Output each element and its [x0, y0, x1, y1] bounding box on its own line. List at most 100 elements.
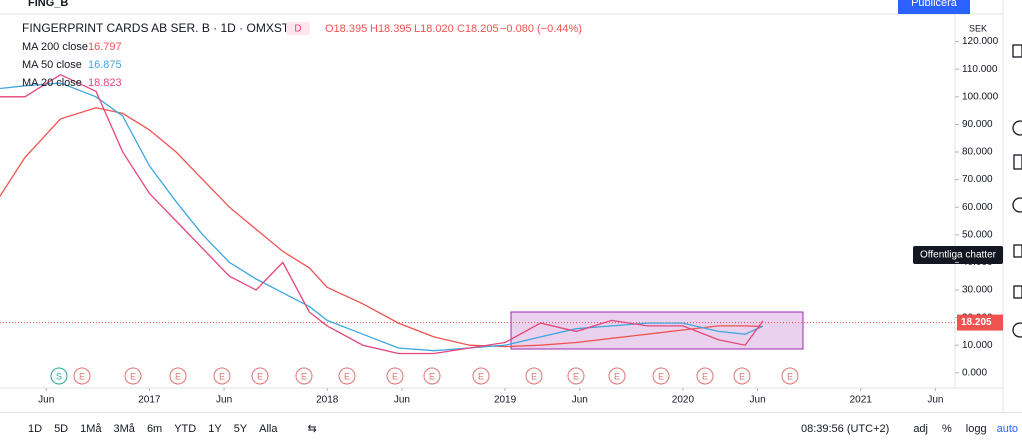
log[interactable]: logg	[965, 422, 987, 435]
x-tick-label: 2020	[672, 395, 695, 406]
x-tick-label: 2021	[850, 395, 873, 406]
earnings-label: E	[392, 371, 398, 381]
earnings-marker[interactable]	[696, 367, 714, 385]
adj[interactable]: adj	[913, 422, 928, 435]
earnings-label: E	[257, 371, 263, 381]
legend-name: MA 50 close	[22, 59, 82, 71]
earnings-marker[interactable]	[251, 367, 269, 385]
legend-name: MA 20 close	[22, 77, 82, 89]
tool-icon[interactable]	[1012, 44, 1022, 58]
earnings-marker[interactable]	[295, 367, 313, 385]
earnings-marker[interactable]	[525, 367, 543, 385]
earnings-label: E	[573, 371, 579, 381]
earnings-marker[interactable]	[733, 367, 751, 385]
earnings-marker[interactable]	[338, 367, 356, 385]
auto[interactable]: auto	[996, 422, 1018, 435]
earnings-marker[interactable]	[169, 367, 187, 385]
split-label: S	[56, 371, 62, 381]
earnings-marker[interactable]	[124, 367, 142, 385]
tool-icon[interactable]	[1012, 120, 1022, 136]
side-toolbar	[1012, 44, 1022, 338]
x-tick-label: 2018	[316, 395, 339, 406]
badge	[286, 22, 310, 35]
bottom-bar: 1D 5D 1Må 3Må 6m YTD 1Y 5Y Alla ⇆ 08:39:56 (UTC+…	[0, 412, 1022, 444]
earnings-label: E	[130, 371, 136, 381]
earnings-marker[interactable]	[472, 367, 490, 385]
range-button[interactable]: 6m	[146, 422, 163, 435]
range-buttons: 1D 5D 1Må 3Må 6m YTD 1Y 5Y Alla	[0, 423, 278, 435]
range-button[interactable]: 3Må	[113, 422, 135, 435]
x-tick-label: Jun	[216, 395, 232, 406]
symbol[interactable]: FING_B	[28, 0, 68, 9]
earnings-label: E	[344, 371, 350, 381]
earnings-marker[interactable]	[386, 367, 404, 385]
tool-icon[interactable]	[1013, 285, 1022, 299]
legend-name: MA 200 close	[22, 41, 88, 53]
y-tick-label: 110.000	[962, 64, 998, 75]
range-button[interactable]: 1D	[28, 422, 43, 435]
earnings-label: E	[739, 371, 745, 381]
chart-title: FINGERPRINT CARDS AB SER. B · 1D · OMXST…	[22, 21, 298, 35]
badge-label: D	[294, 24, 301, 35]
x-tick-label: 2019	[494, 395, 517, 406]
earnings-marker[interactable]	[213, 367, 231, 385]
earnings-label: E	[702, 371, 708, 381]
earnings-label: E	[175, 371, 181, 381]
tooltip	[913, 246, 1003, 264]
tooltip-label: Offentliga chatter	[920, 250, 997, 261]
ma-line	[0, 107, 763, 348]
y-tick-label: 60.000	[962, 202, 993, 213]
earnings-marker[interactable]	[781, 367, 799, 385]
earnings-label: E	[787, 371, 793, 381]
earnings-label: E	[219, 371, 225, 381]
range-button[interactable]: 1Må	[80, 422, 102, 435]
range-button[interactable]: Alla	[259, 422, 278, 435]
publish-button[interactable]	[898, 0, 970, 14]
earnings-label: E	[79, 371, 85, 381]
top-bar	[0, 0, 1022, 14]
earnings-marker[interactable]	[567, 367, 585, 385]
tool-icon[interactable]	[1013, 244, 1022, 258]
range-button[interactable]: 1Y	[208, 422, 222, 435]
earnings-label: E	[429, 371, 435, 381]
y-tick-label: 80.000	[962, 147, 993, 158]
tool-icon[interactable]	[1012, 322, 1022, 338]
y-tick-label: 120.000	[962, 36, 999, 47]
x-tick-label: 2017	[138, 395, 161, 406]
rectangle-drawing[interactable]	[510, 311, 804, 350]
legend-value: 18.823	[88, 77, 122, 89]
earnings-label: E	[478, 371, 484, 381]
compare-icon[interactable]: ⇆	[307, 423, 317, 435]
x-tick-label: Jun	[572, 395, 588, 406]
legend-value: 16.797	[88, 41, 122, 53]
y-tick-label: 70.000	[962, 174, 993, 185]
earnings-label: E	[614, 371, 620, 381]
x-tick-label: Jun	[38, 395, 54, 406]
earnings-marker[interactable]	[652, 367, 670, 385]
clock: 08:39:56 (UTC+2)	[800, 422, 890, 435]
range-button[interactable]: 5Y	[233, 422, 248, 435]
ma-line	[0, 73, 764, 355]
close: C18.205	[457, 23, 499, 35]
low: L18.020	[414, 23, 454, 35]
y-tick-label: 10.000	[962, 340, 993, 351]
earnings-label: E	[301, 371, 307, 381]
ma-line	[0, 82, 764, 352]
earnings-label: E	[658, 371, 664, 381]
range-button[interactable]: YTD	[174, 422, 197, 435]
tool-icon[interactable]	[1013, 154, 1022, 170]
y-tick-label: 90.000	[962, 119, 993, 130]
high: H18.395	[370, 23, 412, 35]
open: O18.395	[325, 23, 367, 35]
earnings-marker[interactable]	[423, 367, 441, 385]
earnings-marker[interactable]	[73, 367, 91, 385]
range-button[interactable]: 5D	[54, 422, 69, 435]
y-tick-label: 0.000	[962, 367, 987, 378]
change: −0.080 (−0.44%)	[500, 23, 582, 35]
publish-label[interactable]: Publicera	[911, 0, 958, 9]
tool-icon[interactable]	[1012, 197, 1022, 213]
percent[interactable]: %	[942, 422, 952, 435]
earnings-marker[interactable]	[608, 367, 626, 385]
y-tick-label: 40.000	[962, 257, 993, 268]
chart-area: FING_B Publicera SEK FINGERPRINT CARDS A…	[0, 0, 1022, 412]
